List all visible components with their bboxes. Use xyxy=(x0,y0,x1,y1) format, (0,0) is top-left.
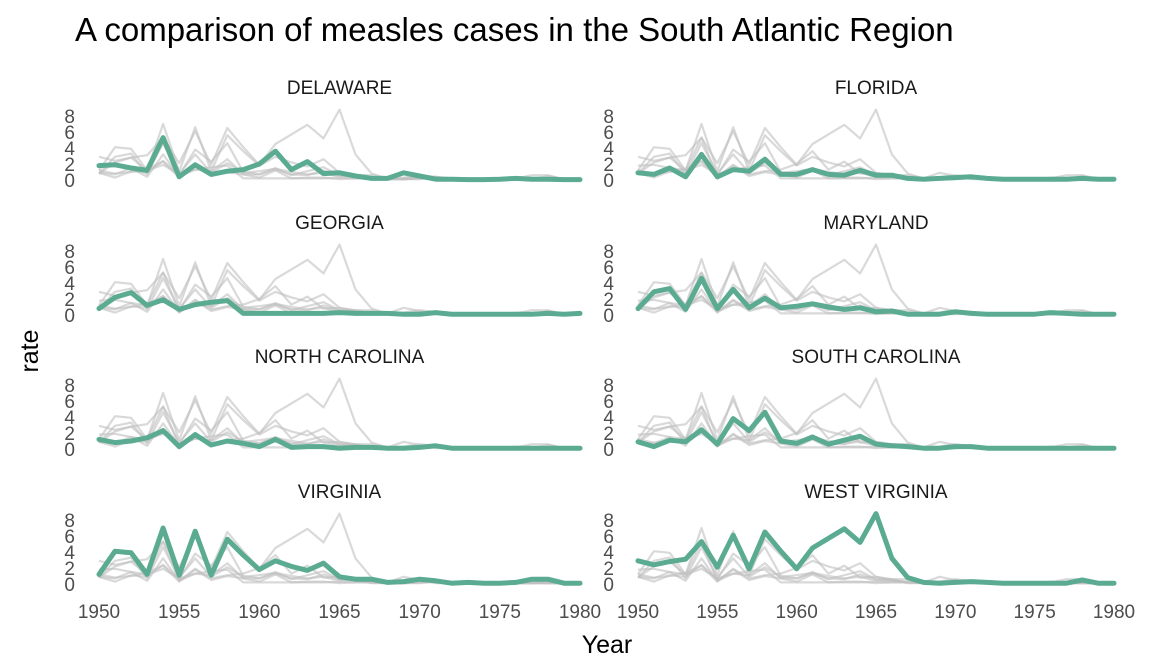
x-tick-label: 1960 xyxy=(238,602,280,623)
y-tick-label: 6 xyxy=(64,258,75,279)
y-tick-label: 4 xyxy=(64,543,75,564)
x-tick-label: 1960 xyxy=(776,602,818,623)
y-tick-label: 2 xyxy=(64,559,75,580)
y-tick-label: 8 xyxy=(64,107,75,128)
y-tick-label: 0 xyxy=(64,440,75,461)
y-tick-label: 6 xyxy=(603,392,614,413)
y-tick-label: 8 xyxy=(64,511,75,532)
y-tick-label: 2 xyxy=(64,424,75,445)
y-tick-label: 0 xyxy=(603,440,614,461)
facet-panels: DELAWARE02468FLORIDA02468GEORGIA02468MAR… xyxy=(64,78,1135,623)
strip-label-florida: FLORIDA xyxy=(835,78,918,99)
y-tick-label: 2 xyxy=(603,424,614,445)
y-tick-label: 2 xyxy=(603,290,614,311)
highlight-line-north-carolina xyxy=(96,428,583,451)
y-tick-label: 0 xyxy=(603,575,614,596)
highlight-line-florida xyxy=(635,151,1117,182)
x-tick-label: 1955 xyxy=(158,602,200,623)
y-tick-label: 4 xyxy=(603,274,614,295)
strip-label-north-carolina: NORTH CAROLINA xyxy=(255,347,425,368)
y-tick-label: 0 xyxy=(603,306,614,327)
y-tick-label: 2 xyxy=(64,155,75,176)
x-tick-label: 1950 xyxy=(617,602,659,623)
y-tick-label: 8 xyxy=(603,511,614,532)
x-tick-label: 1980 xyxy=(1093,602,1135,623)
strip-label-south-carolina: SOUTH CAROLINA xyxy=(792,347,961,368)
y-tick-label: 0 xyxy=(64,306,75,327)
y-tick-label: 8 xyxy=(603,376,614,397)
y-tick-label: 6 xyxy=(64,527,75,548)
y-tick-label: 4 xyxy=(64,408,75,429)
highlight-line-west-virginia xyxy=(635,511,1117,586)
y-tick-label: 6 xyxy=(64,123,75,144)
strip-label-delaware: DELAWARE xyxy=(287,78,392,99)
y-tick-label: 8 xyxy=(603,242,614,263)
y-tick-label: 6 xyxy=(603,258,614,279)
y-tick-label: 2 xyxy=(603,155,614,176)
highlight-line-georgia xyxy=(96,290,583,317)
x-tick-label: 1955 xyxy=(696,602,738,623)
y-tick-label: 4 xyxy=(603,139,614,160)
highlight-line-maryland xyxy=(635,275,1117,317)
strip-label-maryland: MARYLAND xyxy=(823,213,928,234)
y-tick-label: 4 xyxy=(64,139,75,160)
x-tick-label: 1950 xyxy=(78,602,120,623)
y-axis-title: rate xyxy=(16,329,44,372)
x-tick-label: 1970 xyxy=(934,602,976,623)
y-tick-label: 6 xyxy=(64,392,75,413)
x-tick-label: 1975 xyxy=(479,602,521,623)
x-axis-title: Year xyxy=(582,631,633,659)
y-tick-label: 8 xyxy=(64,242,75,263)
y-tick-label: 4 xyxy=(64,274,75,295)
x-tick-label: 1965 xyxy=(855,602,897,623)
x-tick-label: 1975 xyxy=(1014,602,1056,623)
y-tick-label: 8 xyxy=(603,107,614,128)
strip-label-virginia: VIRGINIA xyxy=(298,482,382,503)
y-tick-label: 0 xyxy=(64,171,75,192)
y-tick-label: 2 xyxy=(64,290,75,311)
x-tick-label: 1970 xyxy=(399,602,441,623)
strip-label-georgia: GEORGIA xyxy=(295,213,384,234)
x-tick-label: 1980 xyxy=(559,602,601,623)
y-tick-label: 2 xyxy=(603,559,614,580)
y-tick-label: 4 xyxy=(603,408,614,429)
highlight-line-virginia xyxy=(96,525,583,586)
x-tick-label: 1965 xyxy=(318,602,360,623)
strip-label-west-virginia: WEST VIRGINIA xyxy=(804,482,948,503)
highlight-line-delaware xyxy=(96,135,583,183)
y-tick-label: 0 xyxy=(64,575,75,596)
y-tick-label: 6 xyxy=(603,123,614,144)
chart-title: A comparison of measles cases in the Sou… xyxy=(75,11,954,48)
y-tick-label: 8 xyxy=(64,376,75,397)
highlight-line-south-carolina xyxy=(635,409,1117,451)
y-tick-label: 6 xyxy=(603,527,614,548)
y-tick-label: 0 xyxy=(603,171,614,192)
y-tick-label: 4 xyxy=(603,543,614,564)
